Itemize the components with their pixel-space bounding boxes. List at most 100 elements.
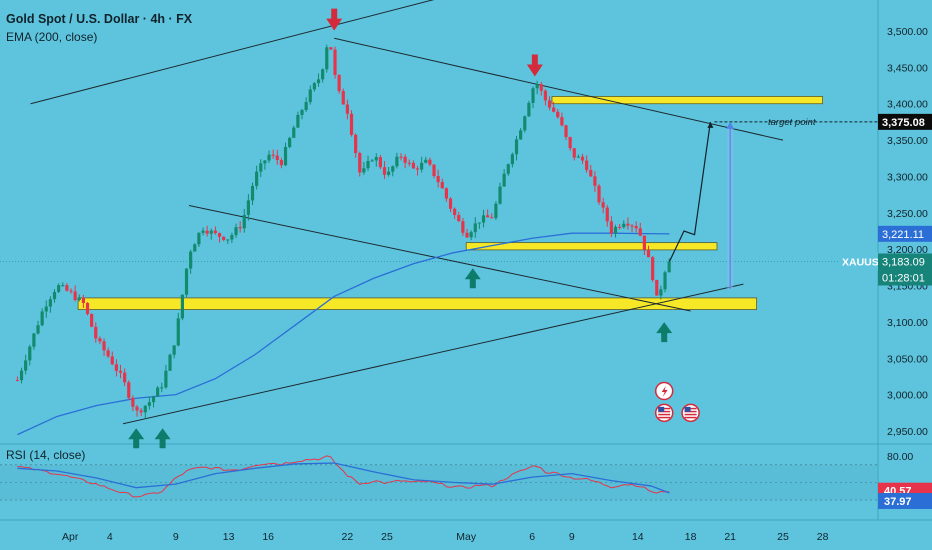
candle-body [288,137,292,147]
price-label-box [878,113,932,130]
candle-body [382,167,387,175]
lightning-icon[interactable] [654,381,674,401]
candle-body [510,154,514,165]
candle-body [444,188,448,199]
candle-body [85,302,90,314]
x-tick-label: 9 [569,531,575,543]
trendline[interactable] [334,37,784,141]
projection-arrowhead [707,121,714,128]
candle-body [345,104,349,114]
candle-body [374,157,378,161]
trendline[interactable] [188,205,691,312]
us-flag-icon[interactable] [681,403,700,423]
candle-body [201,230,205,233]
price-label-box [878,225,932,242]
candle-body [296,114,300,128]
y-tick-label: 2,950.00 [887,426,928,438]
candle-body [552,107,556,112]
x-tick-label: 9 [173,531,179,543]
candle-body [300,109,304,115]
up-arrow-icon [154,428,171,449]
candle-body [222,236,226,240]
candle-body [580,156,585,161]
zone-rect[interactable] [465,242,718,251]
candle-body [601,202,605,208]
candle-body [151,396,156,403]
candle-body [90,313,94,327]
candle-body [77,297,81,300]
candle-body [110,356,114,365]
candle-body [325,47,329,70]
us-flag-icon[interactable] [654,403,674,423]
candle-body [354,134,358,154]
candle-body [349,113,354,135]
candle-body [238,227,242,229]
candle-body [139,410,143,413]
candle-body [638,228,642,236]
x-tick-label: 22 [342,531,354,543]
price-label: 3,375.08 [882,117,925,129]
candle-body [618,226,622,228]
candle-body [481,215,486,223]
x-tick-label: 18 [685,531,697,543]
candle-body [597,185,601,203]
price-label: 01:28:01 [882,272,925,284]
candle-body [213,230,217,234]
x-tick-label: 25 [381,531,393,543]
trendline[interactable] [122,283,744,425]
candle-body [634,226,638,229]
candle-body [156,387,160,397]
candle-body [572,148,576,158]
candle-body [436,176,440,183]
candle-body [477,222,481,224]
candle-body [267,154,271,161]
candle-body [329,47,333,50]
x-tick-label: 28 [817,531,829,543]
candle-body [28,346,32,361]
candle-body [197,232,201,245]
candle-body [407,162,411,164]
x-tick-label: 4 [107,531,113,543]
rsi-tick-label: 80.00 [887,451,913,463]
y-tick-label: 3,450.00 [887,62,928,74]
trendline[interactable] [30,0,453,105]
down-arrow-icon [326,8,343,31]
candle-body [189,251,193,269]
candle-body [576,156,580,158]
candle-body [209,230,213,234]
candle-body [651,257,655,280]
candle-body [655,279,659,296]
rsi-legend: RSI (14, close) [6,448,86,462]
ema-legend: EMA (200, close) [6,30,98,44]
candle-body [448,198,453,209]
zone-rect[interactable] [77,297,757,310]
candle-body [57,285,61,292]
candle-body [98,338,102,342]
x-tick-label: 14 [632,531,644,543]
candle-body [333,49,337,75]
candle-body [48,299,52,307]
target-annotation: target point [768,117,816,128]
candle-body [593,176,597,186]
candle-body [193,244,197,252]
candle-body [630,225,634,227]
x-tick-label: 25 [777,531,789,543]
down-arrow-icon [526,54,543,77]
candle-body [172,345,176,355]
x-tick-label: May [456,531,477,543]
y-tick-label: 3,000.00 [887,390,928,402]
y-tick-label: 3,300.00 [887,171,928,183]
candle-body [424,159,428,163]
candle-body [259,163,263,172]
candle-body [622,223,626,228]
zone-rect[interactable] [551,96,824,105]
candle-body [217,233,222,237]
candle-body [543,90,547,101]
y-tick-label: 3,250.00 [887,208,928,220]
candle-body [453,208,457,216]
candle-body [547,100,552,108]
up-arrow-icon [656,322,673,343]
candle-body [304,102,308,110]
candle-body [415,168,420,170]
